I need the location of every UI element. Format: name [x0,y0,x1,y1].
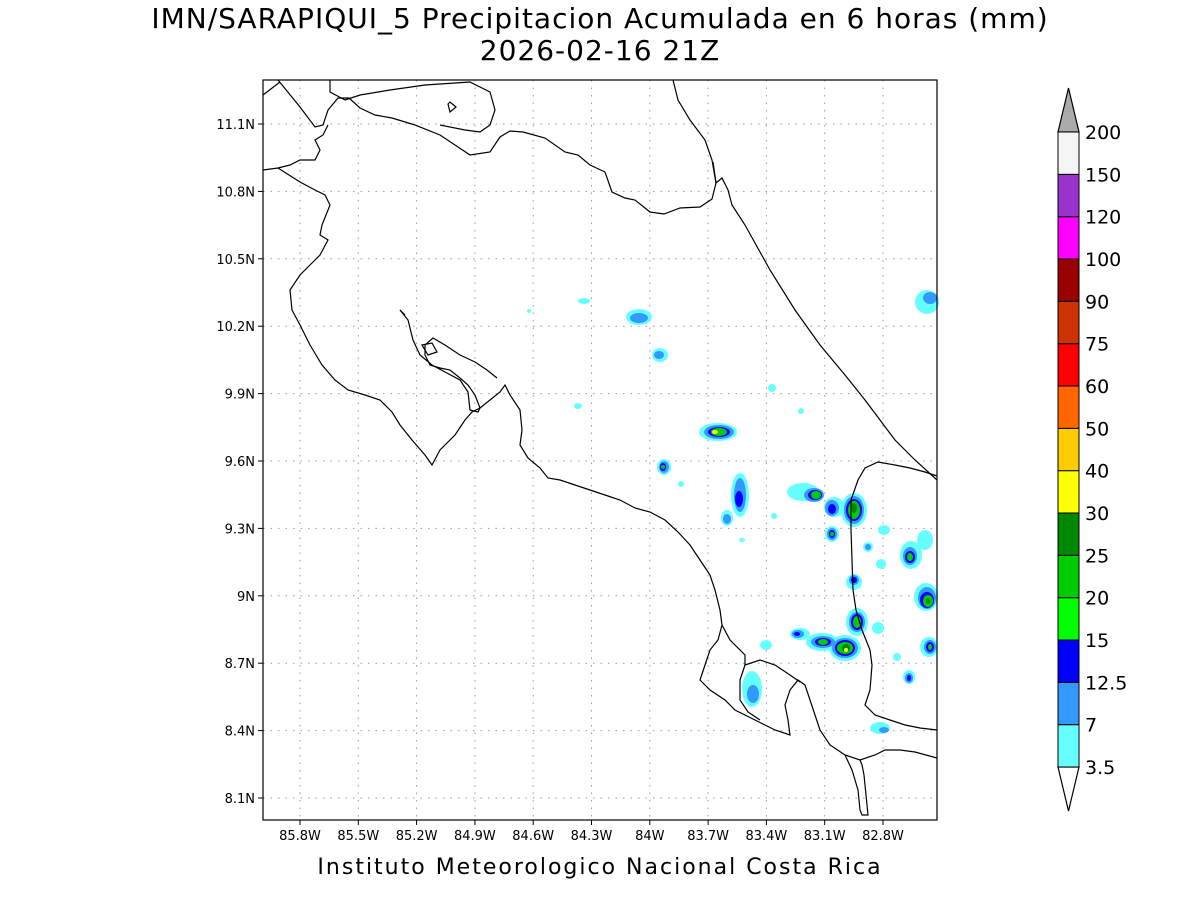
lon-tick-label: 82.8W [862,829,904,844]
lon-tick-label: 83.4W [745,829,787,844]
legend-under-arrow [1057,766,1080,812]
legend-level-label: 3.5 [1085,757,1115,779]
legend-color-swatch [1057,173,1080,218]
lat-tick-label: 10.5N [216,253,255,268]
latitude-axis: 11.1N 10.8N 10.5N 10.2N 9.9N 9.6N 9.3N 9N 8.7N 8.… [216,118,263,807]
legend-level-label: 120 [1085,207,1121,229]
legend-color-swatch [1057,427,1080,472]
legend-level-label: 60 [1085,376,1109,398]
legend-color-swatch [1057,131,1080,175]
legend-level-label: 7 [1085,715,1097,737]
legend-color-swatch [1057,258,1080,302]
legend-level-label: 200 [1085,122,1121,144]
legend-level-label: 75 [1085,334,1109,356]
chart-title: IMN/SARAPIQUI_5 Precipitacion Acumulada … [151,2,1049,35]
legend-color-swatch [1057,597,1080,641]
legend-color-swatch [1057,724,1080,768]
lon-tick-label: 85.5W [337,829,379,844]
legend-color-swatch [1057,681,1080,726]
legend-level-label: 50 [1085,418,1109,440]
legend-color-swatch [1057,385,1080,429]
legend-color-swatch [1057,512,1080,556]
lon-tick-label: 84.9W [454,829,496,844]
color-legend: 3.5 7 12.5 15 20 25 30 40 50 60 75 90 100 120 150 200 [1057,87,1127,812]
legend-color-swatch [1057,470,1080,514]
longitude-axis: 85.8W 85.5W 85.2W 84.9W 84.6W 84.3W 84W 83.7W 83… [279,820,904,844]
chart-subtitle-date: 2026-02-16 21Z [479,34,721,67]
lat-tick-label: 9.9N [225,388,255,403]
lat-tick-label: 8.7N [225,657,255,672]
legend-level-label: 20 [1085,588,1109,610]
lon-tick-label: 85.8W [279,829,321,844]
legend-level-label: 100 [1085,249,1121,271]
legend-level-label: 30 [1085,503,1109,525]
legend-color-swatch [1057,300,1080,345]
lat-tick-label: 9N [237,590,255,605]
lat-tick-label: 9.6N [225,455,255,470]
coastline [262,79,938,816]
legend-color-swatch [1057,554,1080,599]
legend-color-swatch [1057,639,1080,683]
lon-tick-label: 84.3W [571,829,613,844]
legend-level-label: 150 [1085,164,1121,186]
legend-level-label: 90 [1085,291,1109,313]
lat-tick-label: 11.1N [216,118,255,133]
lon-tick-label: 83.1W [804,829,846,844]
lon-tick-label: 84.6W [512,829,554,844]
legend-over-arrow [1057,87,1080,133]
lat-tick-label: 10.2N [216,320,255,335]
legend-level-label: 25 [1085,545,1109,567]
lat-tick-label: 10.8N [216,185,255,200]
legend-level-label: 40 [1085,461,1109,483]
lon-tick-label: 83.7W [687,829,729,844]
lon-tick-label: 84W [635,829,665,844]
lat-tick-label: 9.3N [225,522,255,537]
lat-tick-label: 8.1N [225,792,255,807]
legend-color-swatch [1057,343,1080,387]
map-frame [262,79,938,821]
map-panel [262,79,939,821]
legend-level-label: 15 [1085,630,1109,652]
legend-color-swatch [1057,216,1080,260]
lat-tick-label: 8.4N [225,725,255,740]
precipitation-field [527,290,939,734]
lon-tick-label: 85.2W [396,829,438,844]
legend-level-label: 12.5 [1085,672,1127,694]
footer-credit: Instituto Meteorologico Nacional Costa R… [317,855,883,880]
